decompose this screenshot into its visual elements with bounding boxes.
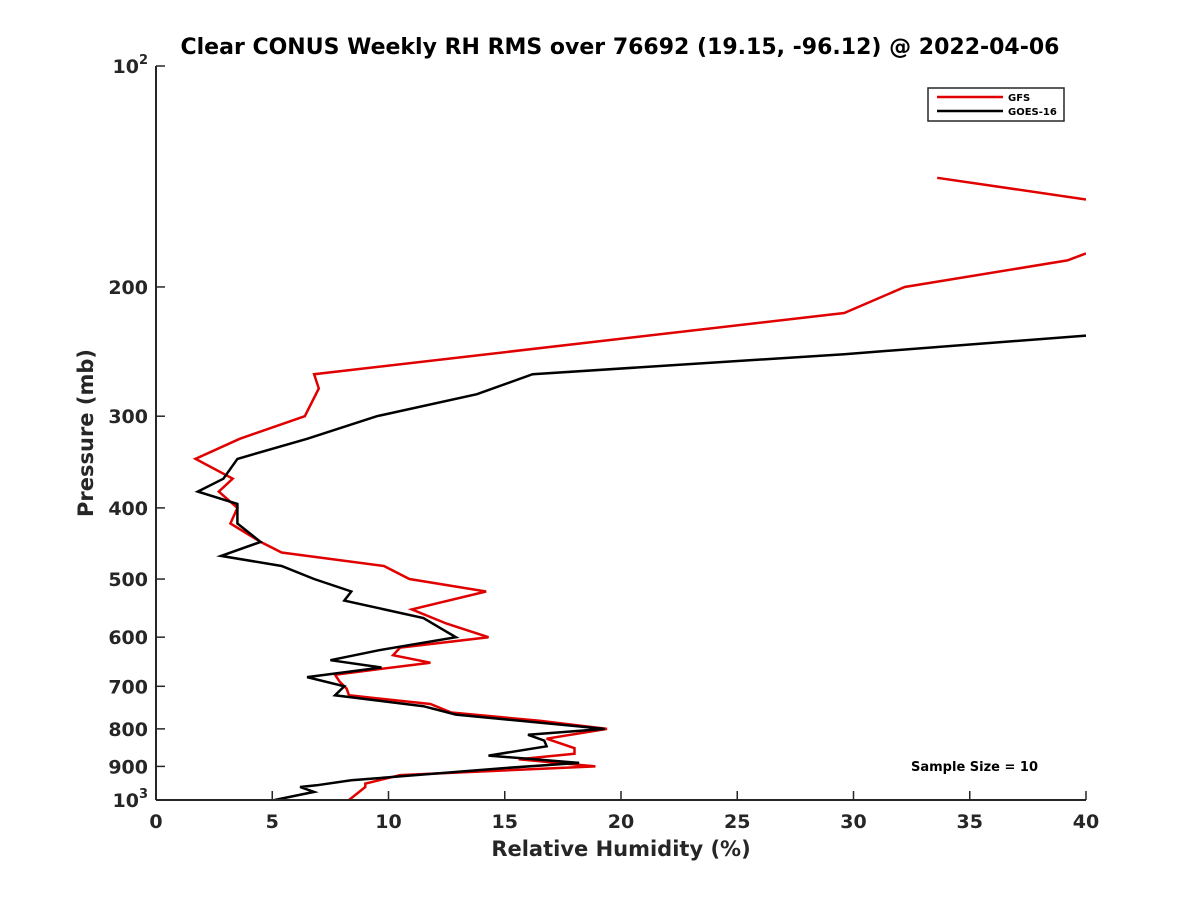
x-ticks: 0 5 10 15 20 25 30 35 40 — [149, 791, 1099, 833]
axes — [155, 66, 1086, 801]
x-tick-label: 25 — [724, 811, 750, 833]
x-tick-label: 20 — [608, 811, 634, 833]
legend: GFS GOES-16 — [927, 87, 1065, 122]
x-tick-label: 40 — [1073, 811, 1099, 833]
x-tick-label: 10 — [375, 811, 401, 833]
y-tick-label: 102 — [113, 53, 149, 78]
legend-box — [927, 87, 1065, 122]
x-tick-label: 30 — [840, 811, 866, 833]
y-tick-label: 300 — [108, 406, 148, 428]
y-tick-label: 400 — [108, 498, 148, 520]
y-axis-label: Pressure (mb) — [74, 349, 98, 517]
y-tick-label: 500 — [108, 569, 148, 591]
y-ticks: 102 200 300 400 500 600 700 800 900 103 — [108, 53, 165, 812]
chart-title: Clear CONUS Weekly RH RMS over 76692 (19… — [181, 35, 1060, 60]
x-tick-label: 0 — [149, 811, 162, 833]
y-tick-label: 600 — [108, 627, 148, 649]
series-line-goes16-segment-1 — [194, 334, 1086, 800]
series-line-gfs-segment-1 — [937, 176, 1086, 201]
sample-size-annotation: Sample Size = 10 — [911, 760, 1038, 775]
x-axis-label: Relative Humidity (%) — [491, 837, 750, 861]
x-tick-label: 15 — [492, 811, 518, 833]
legend-label-gfs: GFS — [1008, 93, 1030, 104]
x-tick-label: 35 — [957, 811, 983, 833]
y-tick-label: 800 — [108, 719, 148, 741]
legend-label-goes16: GOES-16 — [1008, 107, 1057, 118]
y-tick-label: 700 — [108, 676, 148, 698]
x-tick-label: 5 — [266, 811, 279, 833]
y-tick-label: 900 — [108, 756, 148, 778]
y-tick-label: 200 — [108, 277, 148, 299]
series-line-gfs-segment-2 — [192, 252, 1086, 800]
y-tick-label: 103 — [113, 787, 149, 812]
series-lines — [192, 176, 1086, 800]
